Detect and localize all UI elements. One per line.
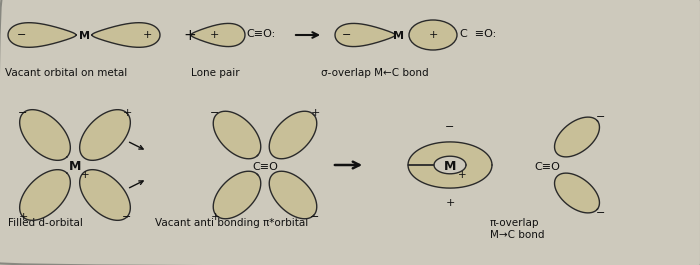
Polygon shape <box>270 171 317 219</box>
Text: −: − <box>342 30 351 40</box>
Text: +: + <box>142 30 152 40</box>
Text: +: + <box>122 108 132 118</box>
Text: −: − <box>122 212 132 222</box>
Polygon shape <box>214 171 261 219</box>
Text: +: + <box>428 30 438 40</box>
Polygon shape <box>80 170 130 220</box>
Text: −: − <box>18 108 28 118</box>
Polygon shape <box>270 111 317 159</box>
Text: C≡O: C≡O <box>252 162 278 172</box>
Polygon shape <box>20 170 70 220</box>
Polygon shape <box>20 110 70 160</box>
Text: −: − <box>18 30 27 40</box>
Polygon shape <box>80 110 130 160</box>
Polygon shape <box>335 23 395 47</box>
Text: +: + <box>445 198 455 208</box>
Text: Lone pair: Lone pair <box>190 68 239 78</box>
Text: M: M <box>444 160 456 173</box>
Text: +: + <box>80 170 90 180</box>
Polygon shape <box>408 165 492 188</box>
Text: −: − <box>445 122 455 132</box>
Polygon shape <box>554 173 599 213</box>
Polygon shape <box>8 23 76 47</box>
Text: π-overlap
M→C bond: π-overlap M→C bond <box>490 218 545 240</box>
Text: +: + <box>209 30 218 40</box>
Polygon shape <box>92 23 160 47</box>
Text: +: + <box>210 212 220 222</box>
Text: σ-overlap M←C bond: σ-overlap M←C bond <box>321 68 429 78</box>
Text: C≡O:: C≡O: <box>246 29 275 39</box>
Polygon shape <box>214 111 261 159</box>
Text: +: + <box>183 28 197 42</box>
Text: −: − <box>310 212 320 222</box>
Text: M: M <box>78 31 90 41</box>
Text: −: − <box>596 112 606 122</box>
Text: M: M <box>393 31 405 41</box>
Text: M: M <box>69 161 81 174</box>
Polygon shape <box>191 23 245 47</box>
Text: −: − <box>596 208 606 218</box>
Text: C≡O: C≡O <box>534 162 560 172</box>
Ellipse shape <box>409 20 457 50</box>
Polygon shape <box>554 117 599 157</box>
Text: −: − <box>210 108 220 118</box>
Text: +: + <box>458 170 466 180</box>
Text: Vacant anti bonding π*orbital: Vacant anti bonding π*orbital <box>155 218 308 228</box>
Polygon shape <box>408 142 492 165</box>
Text: +: + <box>18 212 28 222</box>
Text: C  ≡O:: C ≡O: <box>460 29 496 39</box>
Text: Filled d-orbital: Filled d-orbital <box>8 218 83 228</box>
Text: Vacant orbital on metal: Vacant orbital on metal <box>5 68 127 78</box>
Text: +: + <box>310 108 320 118</box>
